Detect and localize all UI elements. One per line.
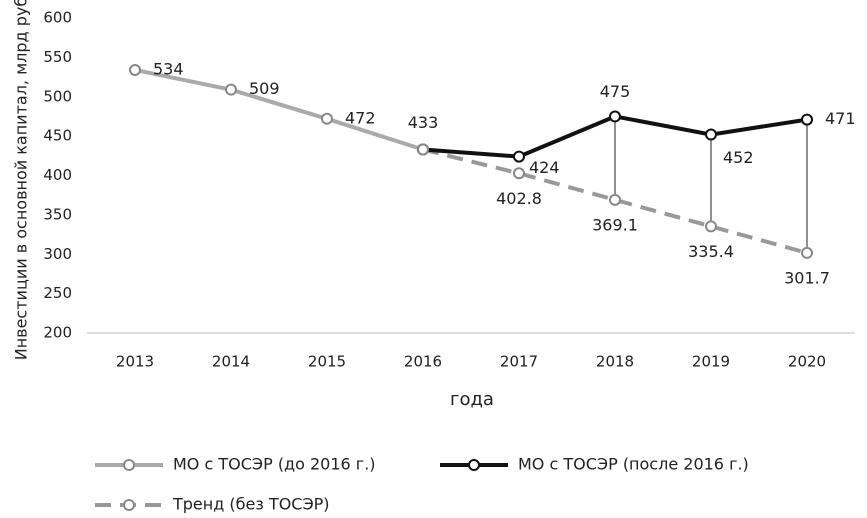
data-label: 433 xyxy=(408,113,439,132)
y-tick-label: 250 xyxy=(43,284,72,302)
legend-label: МО с ТОСЭР (после 2016 г.) xyxy=(518,455,749,474)
legend-marker xyxy=(468,459,480,471)
y-tick-label: 450 xyxy=(43,127,72,145)
point xyxy=(513,150,525,163)
data-label: 472 xyxy=(345,108,376,127)
data-label: 475 xyxy=(600,82,631,101)
data-label: 471 xyxy=(825,109,856,128)
y-tick-label: 200 xyxy=(43,324,72,342)
y-tick-label: 550 xyxy=(43,48,72,66)
series-line xyxy=(134,68,424,152)
series-line xyxy=(422,147,808,255)
point xyxy=(801,113,813,126)
x-tick-label: 2016 xyxy=(404,353,442,371)
x-tick-label: 2015 xyxy=(308,353,346,371)
legend-marker xyxy=(123,499,135,511)
y-tick-label: 350 xyxy=(43,205,72,223)
data-label: 424 xyxy=(529,158,560,177)
point xyxy=(609,110,621,123)
legend-label: Тренд (без ТОСЭР) xyxy=(172,495,330,514)
data-label: 335.4 xyxy=(688,242,734,261)
data-label: 452 xyxy=(723,148,754,167)
data-label: 534 xyxy=(153,59,184,78)
x-tick-label: 2017 xyxy=(500,353,538,371)
point xyxy=(705,128,717,141)
x-tick-label: 2019 xyxy=(692,353,730,371)
x-tick-label: 2018 xyxy=(596,353,634,371)
y-tick-label: 600 xyxy=(43,9,72,27)
y-tick-label: 500 xyxy=(43,87,72,105)
x-tick-label: 2014 xyxy=(212,353,250,371)
point xyxy=(225,83,237,96)
data-label: 301.7 xyxy=(784,268,830,287)
x-tick-label: 2013 xyxy=(116,353,154,371)
point xyxy=(801,246,813,259)
legend-marker xyxy=(123,459,135,471)
data-label: 369.1 xyxy=(592,215,638,234)
y-tick-label: 400 xyxy=(43,166,72,184)
x-axis-label: года xyxy=(450,389,494,410)
point xyxy=(513,167,525,180)
point xyxy=(129,63,141,76)
point xyxy=(417,143,429,156)
x-tick-label: 2020 xyxy=(788,353,826,371)
data-label: 402.8 xyxy=(496,189,542,208)
point xyxy=(609,193,621,206)
point xyxy=(321,112,333,125)
point xyxy=(705,220,717,233)
data-label: 509 xyxy=(249,79,280,98)
legend-label: МО с ТОСЭР (до 2016 г.) xyxy=(173,455,376,474)
y-axis-label: Инвестиции в основной капитал, млрд руб. xyxy=(12,0,31,360)
y-tick-label: 300 xyxy=(43,245,72,263)
